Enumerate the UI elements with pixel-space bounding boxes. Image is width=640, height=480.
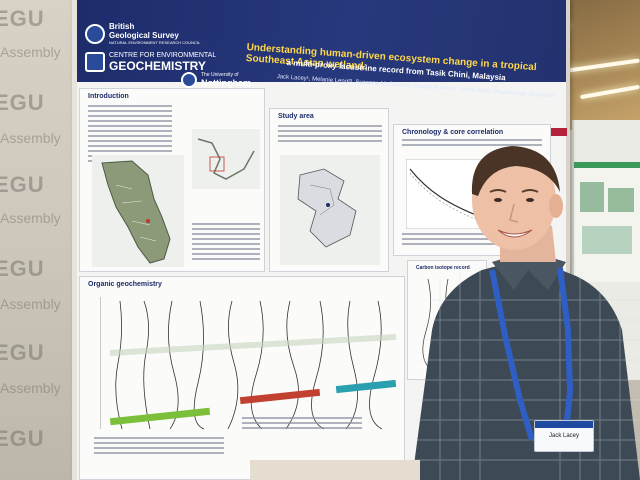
proxy-line [311,300,325,430]
core-site [326,203,330,207]
watermark-word: Assembly [0,130,61,146]
left-eye [494,198,502,202]
proxy-line [115,300,123,430]
zone-band [109,334,397,356]
chronology-text [402,139,542,149]
neighbor-poster [574,162,640,282]
egu-watermark: EGU [0,6,45,31]
intro-text-lower [192,223,260,263]
bgs-logo [85,24,105,44]
bgs-name: British Geological Survey NATURAL ENVIRO… [109,22,201,45]
chronology-caption [402,233,542,248]
organic-panel: Organic geochemistry [79,276,405,480]
organic-text [94,437,224,457]
lanyard-right [557,267,574,431]
shirt [412,262,640,480]
peninsula-shape [101,160,171,264]
site-panel: Study area [269,108,389,272]
site-text [278,125,382,145]
lanyard-left [489,269,535,441]
isotope-heading: Carbon isotope record [416,265,470,271]
inset-map [192,129,260,189]
right-eyebrow [521,189,539,193]
lake-map [280,155,380,265]
watermark-word: Assembly [0,210,61,226]
nottingham-name: The University of Nottingham [201,72,251,88]
institution-badge [539,128,567,136]
peninsula-map-svg [101,160,171,264]
watermark-word: Assembly [0,44,61,60]
chronology-heading: Chronology & core correlation [402,129,504,136]
organic-heading: Organic geochemistry [88,281,162,288]
intro-panel: Introduction [79,88,265,272]
poster-header: British Geological Survey NATURAL ENVIRO… [77,0,566,88]
proxy-profiles [100,297,397,430]
site-marker [146,219,150,223]
organic-text-right [242,417,362,432]
floor [250,460,420,480]
egu-watermark: EGU [0,426,45,451]
watermark-word: Assembly [0,296,61,312]
ceg-logo [85,52,105,72]
coastline [197,138,255,180]
proxy-line [250,300,264,430]
inset-box [209,156,225,172]
ceg-name: CENTRE FOR ENVIRONMENTAL GEOCHEMISTRY [109,52,217,73]
lake-map-svg [297,168,357,248]
proxy-line [345,300,358,430]
right-eye [526,198,534,202]
egu-watermark: EGU [0,256,45,281]
name-badge: Jack Lacey [534,420,594,452]
proxy-line [369,300,383,430]
collar [492,256,566,290]
egu-watermark: EGU [0,340,45,365]
egu-watermark: EGU [0,90,45,115]
badge-header [535,421,593,428]
badge-name: Jack Lacey [548,433,579,439]
proxy-line [193,300,205,430]
smile [497,229,533,238]
face [472,150,556,250]
malaysia-map [92,155,184,267]
hair [471,146,560,196]
ear [549,194,563,218]
proxy-line [285,300,299,430]
nottingham-crest-icon [181,72,197,88]
lake-arms [309,184,335,216]
egu-watermark: EGU [0,172,45,197]
neighbor-poster-figure [582,226,632,254]
neighbor-poster-figure [608,188,634,212]
state-borders [115,184,157,242]
proxy-line [227,300,239,430]
site-heading: Study area [278,113,314,120]
watermark-word: Assembly [0,380,61,396]
inset-map-svg [197,138,255,180]
neighbor-poster-figure [580,182,604,212]
intro-heading: Introduction [88,93,129,100]
isotope-line [422,278,431,370]
left-eyebrow [489,189,507,193]
nose [509,203,519,223]
lake-outline [297,168,357,248]
